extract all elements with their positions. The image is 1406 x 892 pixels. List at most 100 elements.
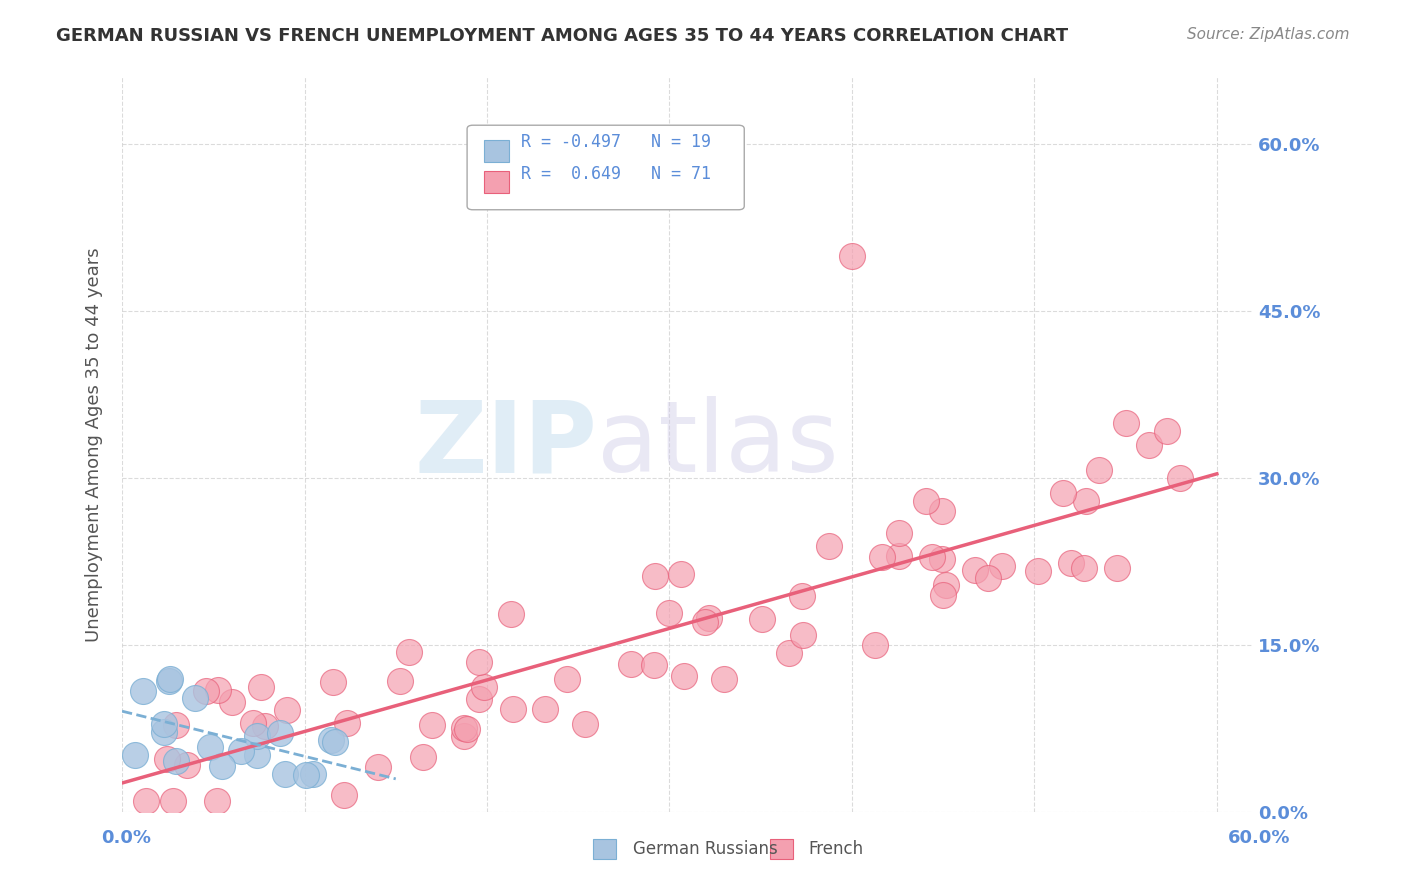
French <box>156 752 179 766</box>
French <box>135 794 157 808</box>
French <box>669 567 692 582</box>
French <box>887 549 910 563</box>
French <box>792 589 814 603</box>
German Russians <box>246 748 269 763</box>
German Russians <box>165 754 187 768</box>
French <box>1156 424 1178 438</box>
German Russians <box>184 691 207 706</box>
French <box>555 672 578 686</box>
German Russians <box>198 739 221 754</box>
Text: 0.0%: 0.0% <box>101 829 152 847</box>
French <box>474 680 496 694</box>
French <box>1026 564 1049 578</box>
French <box>388 673 411 688</box>
French <box>467 655 489 669</box>
French <box>1060 557 1083 571</box>
French <box>249 681 271 695</box>
French <box>422 718 444 732</box>
FancyBboxPatch shape <box>467 125 744 210</box>
French <box>1074 493 1097 508</box>
German Russians <box>211 759 233 773</box>
German Russians <box>124 748 146 763</box>
French <box>333 788 356 802</box>
French <box>1073 560 1095 574</box>
French <box>176 758 198 772</box>
French <box>643 657 665 672</box>
FancyBboxPatch shape <box>484 170 509 193</box>
German Russians <box>153 716 176 731</box>
French <box>165 718 187 732</box>
Text: 60.0%: 60.0% <box>1229 829 1291 847</box>
French <box>207 683 229 698</box>
French <box>865 638 887 652</box>
German Russians <box>302 767 325 781</box>
Text: R =  0.649   N = 71: R = 0.649 N = 71 <box>522 165 711 183</box>
German Russians <box>323 734 346 748</box>
French <box>818 540 841 554</box>
French <box>1052 486 1074 500</box>
German Russians <box>153 724 176 739</box>
French <box>501 607 523 621</box>
French <box>963 563 986 577</box>
French <box>870 549 893 564</box>
French <box>412 750 434 764</box>
French <box>1107 560 1129 574</box>
German Russians <box>159 673 181 687</box>
French <box>977 571 1000 585</box>
Bar <box>593 839 616 859</box>
French <box>915 493 938 508</box>
Text: R = -0.497   N = 19: R = -0.497 N = 19 <box>522 133 711 152</box>
French <box>693 615 716 629</box>
German Russians <box>132 683 155 698</box>
Text: ZIP: ZIP <box>415 396 598 493</box>
French <box>713 672 735 686</box>
French <box>253 719 276 733</box>
French <box>467 691 489 706</box>
French <box>658 607 681 621</box>
French <box>620 657 643 671</box>
French <box>453 729 475 743</box>
Text: Source: ZipAtlas.com: Source: ZipAtlas.com <box>1187 27 1350 42</box>
German Russians <box>319 733 342 747</box>
French <box>672 668 695 682</box>
French <box>841 249 863 263</box>
French <box>398 645 420 659</box>
French <box>1088 463 1111 477</box>
German Russians <box>231 744 253 758</box>
Text: French: French <box>808 840 863 858</box>
Y-axis label: Unemployment Among Ages 35 to 44 years: Unemployment Among Ages 35 to 44 years <box>86 248 103 642</box>
French <box>336 716 359 731</box>
French <box>207 794 229 808</box>
French <box>932 588 955 602</box>
German Russians <box>269 726 291 740</box>
French <box>935 577 957 591</box>
French <box>453 721 475 735</box>
French <box>242 716 264 731</box>
French <box>792 628 814 642</box>
German Russians <box>295 768 318 782</box>
German Russians <box>246 729 269 743</box>
French <box>162 794 184 808</box>
French <box>574 717 596 731</box>
French <box>195 684 218 698</box>
French <box>276 703 298 717</box>
German Russians <box>274 767 297 781</box>
German Russians <box>157 673 180 688</box>
French <box>456 723 478 737</box>
French <box>778 646 800 660</box>
French <box>367 760 389 774</box>
French <box>1137 438 1160 452</box>
French <box>533 702 555 716</box>
FancyBboxPatch shape <box>484 140 509 162</box>
Text: GERMAN RUSSIAN VS FRENCH UNEMPLOYMENT AMONG AGES 35 TO 44 YEARS CORRELATION CHAR: GERMAN RUSSIAN VS FRENCH UNEMPLOYMENT AM… <box>56 27 1069 45</box>
French <box>644 569 666 583</box>
French <box>502 702 524 716</box>
French <box>751 612 773 626</box>
Text: German Russians: German Russians <box>633 840 778 858</box>
French <box>221 695 243 709</box>
French <box>322 675 344 690</box>
French <box>697 611 720 625</box>
French <box>931 552 953 566</box>
French <box>1115 416 1137 430</box>
Bar <box>770 839 793 859</box>
